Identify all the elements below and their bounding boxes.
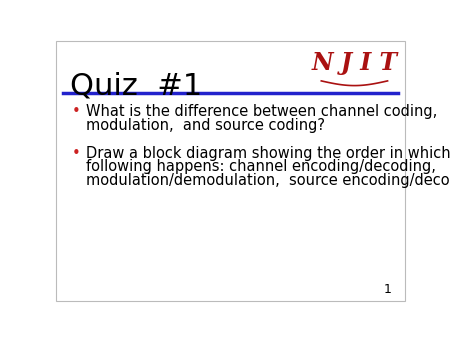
Text: What is the difference between channel coding,: What is the difference between channel c… bbox=[86, 104, 437, 119]
Text: Quiz  #1: Quiz #1 bbox=[70, 72, 202, 101]
Text: •: • bbox=[72, 146, 81, 161]
Text: •: • bbox=[72, 104, 81, 119]
Text: modulation,  and source coding?: modulation, and source coding? bbox=[86, 118, 325, 133]
Text: Draw a block diagram showing the order in which the: Draw a block diagram showing the order i… bbox=[86, 146, 450, 161]
Text: following happens: channel encoding/decoding,: following happens: channel encoding/deco… bbox=[86, 160, 436, 174]
Text: modulation/demodulation,  source encoding/decoding: modulation/demodulation, source encoding… bbox=[86, 173, 450, 188]
Text: 1: 1 bbox=[383, 283, 391, 296]
Text: N J I T: N J I T bbox=[311, 51, 397, 75]
